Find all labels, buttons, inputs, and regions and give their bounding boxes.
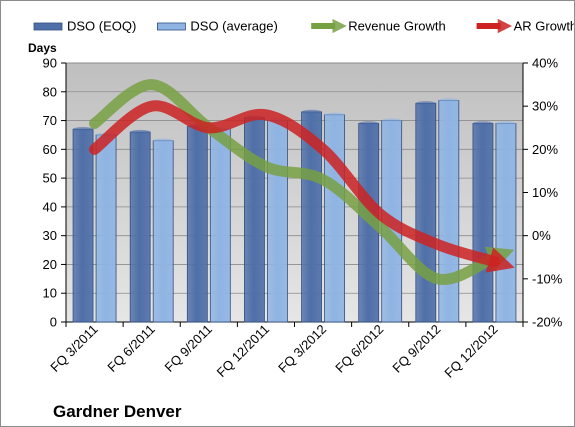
ar-growth-line — [89, 100, 515, 273]
legend-label: DSO (average) — [190, 19, 277, 34]
y2-tick-label: 40% — [532, 56, 558, 71]
bar-cap — [301, 109, 322, 115]
y2-tick-label: 10% — [532, 185, 558, 200]
bar-cap — [472, 121, 493, 126]
legend-label: Revenue Growth — [348, 19, 446, 34]
bar-dso-average — [95, 134, 117, 323]
bar-cap — [381, 118, 402, 123]
legend-label: DSO (EOQ) — [67, 19, 136, 34]
bar-cap — [438, 98, 459, 103]
x-tick-label: FQ 3/2012 — [275, 322, 329, 376]
x-tick-label: FQ 3/2011 — [47, 322, 100, 375]
x-tick-label: FQ 9/2012 — [389, 322, 443, 376]
revenue-growth-line — [89, 79, 515, 286]
x-tick-label: FQ 6/2011 — [104, 322, 157, 375]
y-tick-label: 10 — [43, 286, 57, 301]
legend-swatch — [33, 22, 63, 31]
bar-dso-eoq — [244, 117, 265, 323]
bar-dso-average — [438, 100, 460, 323]
bar-dso-average — [209, 128, 231, 323]
bar-dso-eoq — [72, 128, 94, 323]
legend-swatch — [156, 22, 186, 31]
y2-tick-label: -20% — [532, 315, 563, 330]
company-name: Gardner Denver — [53, 402, 182, 421]
bar-dso-eoq — [472, 123, 494, 323]
x-tick-label: FQ 9/2011 — [162, 322, 215, 375]
bar-dso-eoq — [415, 102, 437, 323]
bar-cap — [495, 121, 516, 126]
y-tick-label: 0 — [50, 315, 57, 330]
bar-dso-eoq — [186, 125, 208, 323]
y-tick-label: 50 — [43, 171, 57, 186]
y-tick-label: 40 — [43, 199, 57, 214]
plot-area: 0 10 20 30 40 50 60 70 80 90 -20% -10% 0% 10% 20% 30% 40… — [43, 56, 563, 381]
y-tick-label: 30 — [43, 228, 57, 243]
bar-cap — [358, 121, 379, 126]
y-tick-label: 70 — [43, 113, 57, 128]
y-tick-label: 20 — [43, 257, 57, 272]
bar-cap — [153, 138, 174, 143]
legend: DSO (EOQ) DSO (average) Revenue Growth AR G… — [33, 19, 574, 34]
bar-cap — [130, 129, 151, 135]
y2-tick-label: -10% — [532, 271, 563, 286]
y-tick-label: 80 — [43, 84, 57, 99]
bar-cap — [415, 101, 436, 106]
y-tick-label: 90 — [43, 56, 57, 71]
bar-cap — [73, 126, 94, 132]
y-axis-title: Days — [28, 41, 57, 55]
bar-dso-average — [152, 140, 174, 323]
bar-dso-average — [495, 123, 517, 323]
bar-cap — [324, 112, 345, 118]
y2-tick-label: 30% — [532, 99, 558, 114]
legend-label: AR Growth — [514, 19, 574, 34]
x-tick-label: FQ 6/2012 — [332, 322, 386, 376]
y2-tick-label: 20% — [532, 142, 558, 157]
y2-tick-label: 0% — [532, 228, 551, 243]
y-tick-label: 60 — [43, 142, 57, 157]
x-tick-label: FQ 12/2012 — [441, 322, 500, 381]
bar-dso-eoq — [129, 131, 151, 323]
bar-dso-average — [324, 114, 345, 323]
bar-dso-average — [267, 120, 288, 323]
x-tick-label: FQ 12/2011 — [214, 322, 272, 380]
